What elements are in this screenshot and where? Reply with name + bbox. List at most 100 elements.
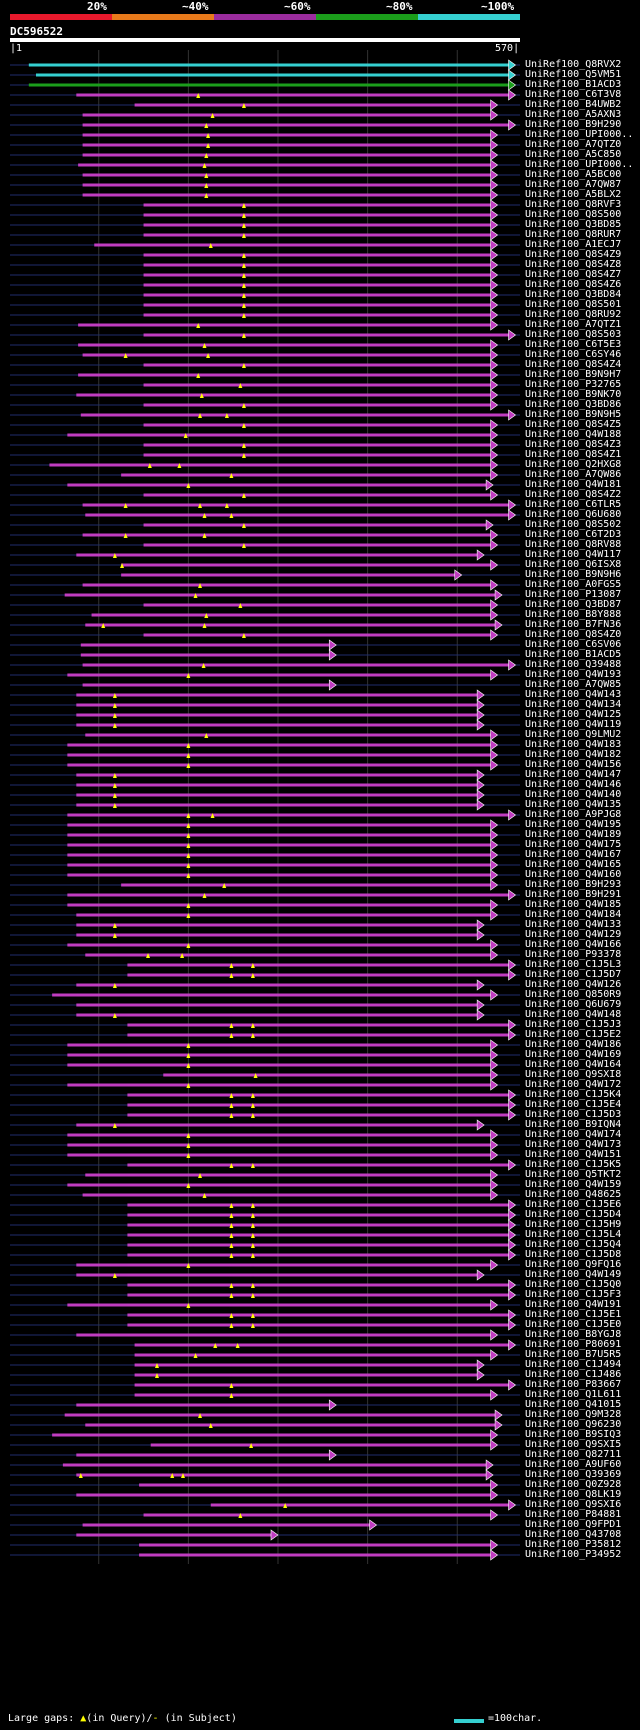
hit-track[interactable] xyxy=(10,189,520,201)
hit-track[interactable] xyxy=(10,1119,520,1131)
hit-track[interactable] xyxy=(10,409,520,421)
hit-track[interactable] xyxy=(10,789,520,801)
hit-track[interactable] xyxy=(10,639,520,651)
hit-label[interactable]: UniRef100_C1J5J3 xyxy=(525,1019,622,1030)
hit-track[interactable] xyxy=(10,619,520,631)
hit-track[interactable] xyxy=(10,169,520,181)
hit-track[interactable] xyxy=(10,179,520,191)
hit-label[interactable]: UniRef100_A7QW86 xyxy=(525,469,622,480)
hit-track[interactable] xyxy=(10,489,520,501)
hit-label[interactable]: UniRef100_B8Y888 xyxy=(525,609,622,620)
hit-label[interactable]: UniRef100_Q6U680 xyxy=(525,509,622,520)
hit-label[interactable]: UniRef100_Q3BD85 xyxy=(525,219,622,230)
hit-track[interactable] xyxy=(10,549,520,561)
hit-track[interactable] xyxy=(10,919,520,931)
hit-label[interactable]: UniRef100_C1J486 xyxy=(525,1369,622,1380)
hit-label[interactable]: UniRef100_P80691 xyxy=(525,1339,622,1350)
hit-track[interactable] xyxy=(10,1249,520,1261)
hit-label[interactable]: UniRef100_A9PJG8 xyxy=(525,809,622,820)
hit-track[interactable] xyxy=(10,759,520,771)
hit-label[interactable]: UniRef100_C6T2D3 xyxy=(525,529,622,540)
hit-label[interactable]: UniRef100_Q3BD84 xyxy=(525,289,622,300)
hit-label[interactable]: UniRef100_Q4W119 xyxy=(525,719,622,730)
hit-label[interactable]: UniRef100_Q4W175 xyxy=(525,839,622,850)
hit-track[interactable] xyxy=(10,1109,520,1121)
hit-label[interactable]: UniRef100_Q4W185 xyxy=(525,899,622,910)
hit-track[interactable] xyxy=(10,1289,520,1301)
hit-label[interactable]: UniRef100_C1J5E6 xyxy=(525,1199,622,1210)
hit-label[interactable]: UniRef100_Q8S4Z7 xyxy=(525,269,622,280)
hit-label[interactable]: UniRef100_C1J5E4 xyxy=(525,1099,622,1110)
hit-label[interactable]: UniRef100_Q8S4Z0 xyxy=(525,629,622,640)
hit-label[interactable]: UniRef100_C1J494 xyxy=(525,1359,622,1370)
hit-track[interactable] xyxy=(10,1349,520,1361)
hit-label[interactable]: UniRef100_A5BLX2 xyxy=(525,189,622,200)
hit-label[interactable]: UniRef100_P13087 xyxy=(525,589,622,600)
hit-track[interactable] xyxy=(10,1329,520,1341)
hit-label[interactable]: UniRef100_B9IQN4 xyxy=(525,1119,622,1130)
hit-label[interactable]: UniRef100_Q4W156 xyxy=(525,759,622,770)
hit-label[interactable]: UniRef100_Q41015 xyxy=(525,1399,622,1410)
hit-track[interactable] xyxy=(10,279,520,291)
hit-label[interactable]: UniRef100_Q4W191 xyxy=(525,1299,622,1310)
hit-track[interactable] xyxy=(10,609,520,621)
hit-label[interactable]: UniRef100_A5AXN3 xyxy=(525,109,622,120)
hit-label[interactable]: UniRef100_C6T5E3 xyxy=(525,339,622,350)
hit-track[interactable] xyxy=(10,1389,520,1401)
hit-label[interactable]: UniRef100_Q8S4Z8 xyxy=(525,259,622,270)
hit-label[interactable]: UniRef100_Q4W126 xyxy=(525,979,622,990)
hit-label[interactable]: UniRef100_Q3BD86 xyxy=(525,399,622,410)
hit-track[interactable] xyxy=(10,1339,520,1351)
hit-label[interactable]: UniRef100_Q4W172 xyxy=(525,1079,622,1090)
hit-label[interactable]: UniRef100_Q4W147 xyxy=(525,769,622,780)
hit-track[interactable] xyxy=(10,1539,520,1551)
hit-track[interactable] xyxy=(10,1519,520,1531)
hit-label[interactable]: UniRef100_Q8RV88 xyxy=(525,539,622,550)
hit-label[interactable]: UniRef100_C1J5D4 xyxy=(525,1209,622,1220)
hit-track[interactable] xyxy=(10,1099,520,1111)
hit-track[interactable] xyxy=(10,829,520,841)
hit-label[interactable]: UniRef100_A7QTZ1 xyxy=(525,319,622,330)
hit-label[interactable]: UniRef100_Q4W167 xyxy=(525,849,622,860)
hit-label[interactable]: UniRef100_Q4W143 xyxy=(525,689,622,700)
hit-label[interactable]: UniRef100_Q4W125 xyxy=(525,709,622,720)
hit-track[interactable] xyxy=(10,1479,520,1491)
hit-track[interactable] xyxy=(10,1549,520,1561)
hit-track[interactable] xyxy=(10,1079,520,1091)
hit-track[interactable] xyxy=(10,329,520,341)
hit-track[interactable] xyxy=(10,1359,520,1371)
hit-label[interactable]: UniRef100_C1J5Q0 xyxy=(525,1279,622,1290)
hit-track[interactable] xyxy=(10,1009,520,1021)
hit-track[interactable] xyxy=(10,449,520,461)
hit-track[interactable] xyxy=(10,1239,520,1251)
hit-track[interactable] xyxy=(10,679,520,691)
hit-label[interactable]: UniRef100_A9UF60 xyxy=(525,1459,622,1470)
hit-track[interactable] xyxy=(10,269,520,281)
hit-label[interactable]: UniRef100_B9NK70 xyxy=(525,389,622,400)
hit-track[interactable] xyxy=(10,359,520,371)
hit-track[interactable] xyxy=(10,949,520,961)
hit-label[interactable]: UniRef100_Q4W160 xyxy=(525,869,622,880)
hit-label[interactable]: UniRef100_Q4W165 xyxy=(525,859,622,870)
hit-track[interactable] xyxy=(10,769,520,781)
hit-track[interactable] xyxy=(10,1059,520,1071)
hit-track[interactable] xyxy=(10,519,520,531)
hit-track[interactable] xyxy=(10,119,520,131)
hit-track[interactable] xyxy=(10,69,520,81)
hit-track[interactable] xyxy=(10,1469,520,1481)
hit-label[interactable]: UniRef100_C1J5Q4 xyxy=(525,1239,622,1250)
hit-track[interactable] xyxy=(10,99,520,111)
hit-track[interactable] xyxy=(10,299,520,311)
hit-track[interactable] xyxy=(10,389,520,401)
hit-label[interactable]: UniRef100_A7QTZ0 xyxy=(525,139,622,150)
hit-track[interactable] xyxy=(10,339,520,351)
hit-track[interactable] xyxy=(10,79,520,91)
hit-label[interactable]: UniRef100_P32765 xyxy=(525,379,622,390)
hit-track[interactable] xyxy=(10,1279,520,1291)
hit-track[interactable] xyxy=(10,439,520,451)
hit-label[interactable]: UniRef100_B7FN36 xyxy=(525,619,622,630)
hit-track[interactable] xyxy=(10,729,520,741)
hit-label[interactable]: UniRef100_A7QW87 xyxy=(525,179,622,190)
hit-label[interactable]: UniRef100_Q4W193 xyxy=(525,669,622,680)
hit-track[interactable] xyxy=(10,1149,520,1161)
